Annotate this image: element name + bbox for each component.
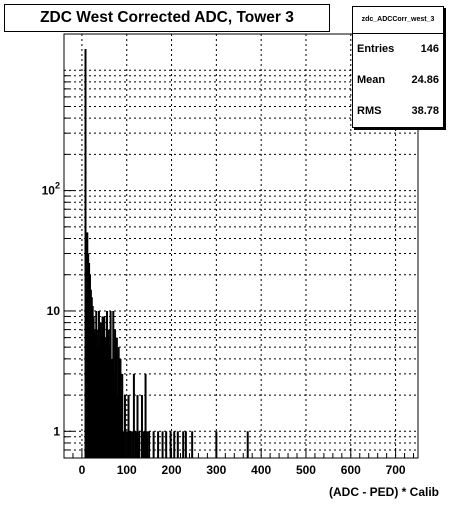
stats-box: zdc_ADCCorr_west_3 Entries 146 Mean 24.8… bbox=[352, 6, 444, 128]
stats-entries-value: 146 bbox=[420, 43, 439, 55]
y-tick-label-1: 10 bbox=[47, 304, 61, 318]
x-tick-label-3: 300 bbox=[206, 463, 226, 477]
x-tick-label-1: 100 bbox=[117, 463, 137, 477]
y-tick-label-2: 102 bbox=[42, 181, 60, 198]
axis-ticks bbox=[64, 33, 415, 459]
stats-rms-value: 38.78 bbox=[411, 105, 439, 117]
x-tick-label-7: 700 bbox=[386, 463, 406, 477]
x-tick-label-0: 0 bbox=[79, 463, 86, 477]
x-tick-label-4: 400 bbox=[251, 463, 271, 477]
x-tick-label-2: 200 bbox=[162, 463, 182, 477]
stats-rms-row: RMS 38.78 bbox=[353, 96, 443, 127]
stats-entries-row: Entries 146 bbox=[353, 34, 443, 65]
plot-frame bbox=[63, 33, 419, 459]
chart-title: ZDC West Corrected ADC, Tower 3 bbox=[4, 4, 330, 32]
y-tick-label-0: 1 bbox=[53, 424, 60, 438]
x-axis-label: (ADC - PED) * Calib bbox=[328, 485, 439, 499]
stats-rms-label: RMS bbox=[357, 105, 382, 117]
stats-mean-value: 24.86 bbox=[411, 74, 439, 86]
stats-entries-label: Entries bbox=[357, 43, 395, 55]
stats-mean-row: Mean 24.86 bbox=[353, 65, 443, 96]
histogram-bins bbox=[84, 49, 249, 458]
tick-labels: 0 100 200 300 400 500 600 700 1 10 102 bbox=[42, 181, 406, 477]
stats-hist-name: zdc_ADCCorr_west_3 bbox=[353, 7, 443, 34]
x-tick-label-5: 500 bbox=[296, 463, 316, 477]
x-tick-label-6: 600 bbox=[341, 463, 361, 477]
stats-mean-label: Mean bbox=[357, 74, 386, 86]
